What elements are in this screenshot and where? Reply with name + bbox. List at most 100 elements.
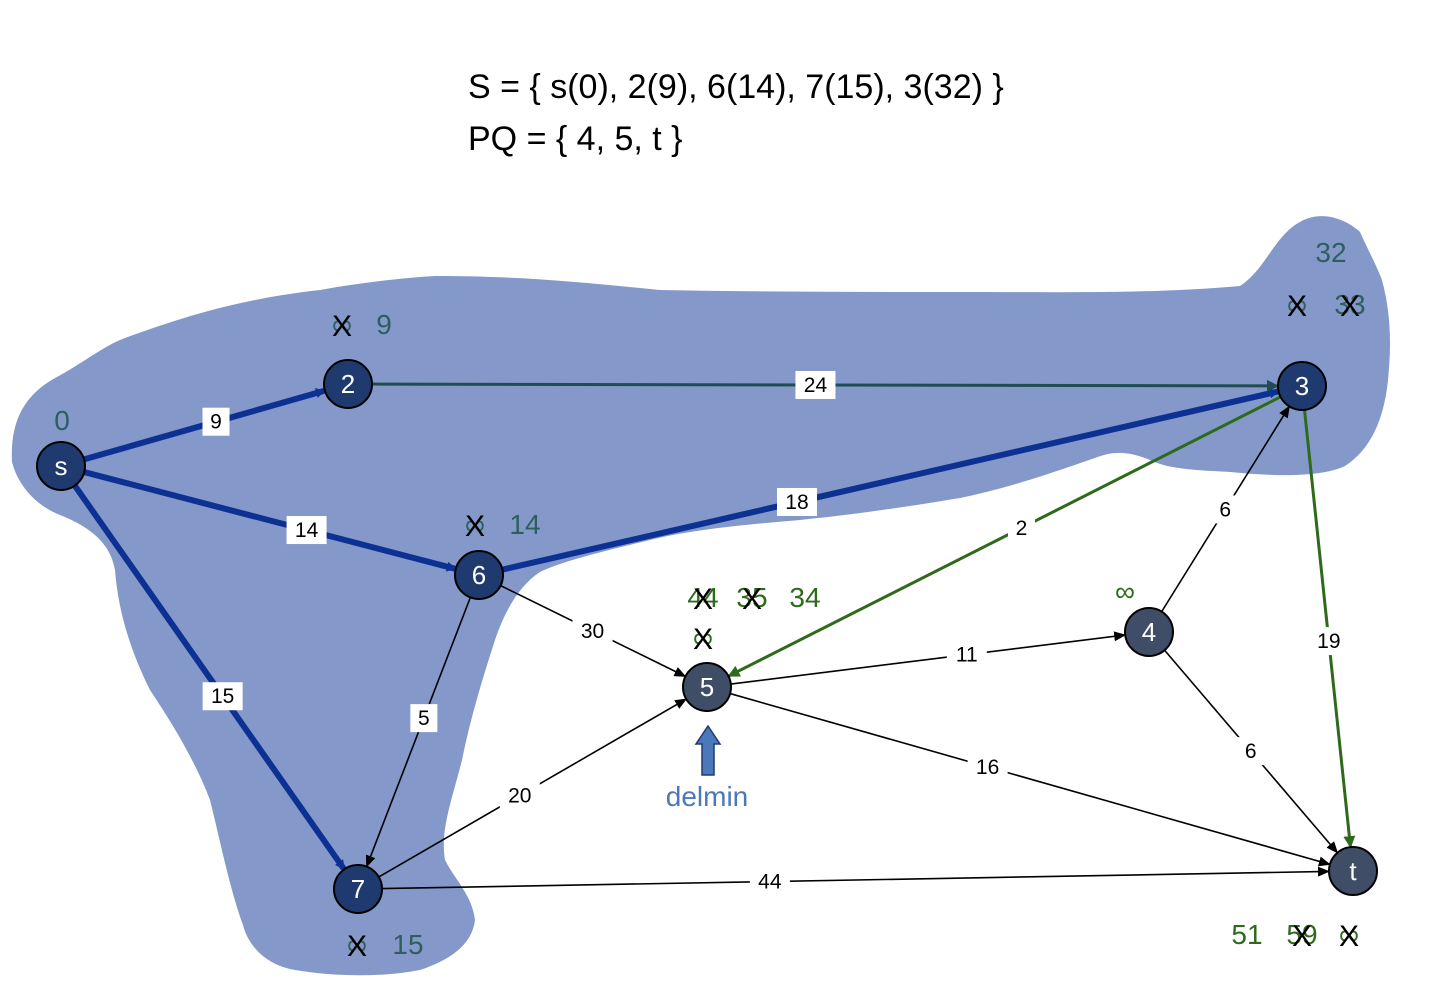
node-circle (1277, 361, 1327, 411)
node-label: s (55, 451, 68, 481)
edge-line (381, 866, 1331, 890)
node-label: 5 (700, 672, 714, 702)
edge-label-bg (410, 704, 438, 733)
edge-weight-label: 9 (210, 411, 222, 434)
current-distance: 15 (392, 929, 423, 960)
edge-3-5: 2 (727, 395, 1282, 678)
delmin-pointer: delmin (666, 724, 748, 812)
edge-line (729, 692, 1331, 867)
pq-line: PQ = { 4, 5, t } (468, 120, 683, 158)
edge-weight-label: 14 (295, 519, 319, 542)
set-line: S = { s(0), 2(9), 6(14), 7(15), 3(32) } (468, 68, 1004, 106)
crossed-distance: ∞ (347, 929, 367, 960)
cross-mark-icon: X (742, 583, 762, 616)
edge-4-3: 6 (1160, 405, 1290, 613)
cross-mark-icon: X (693, 623, 713, 656)
node-t: t (1328, 846, 1378, 896)
cross-mark-icon: X (465, 510, 485, 543)
node-s: s (36, 441, 86, 491)
edge-6-5: 30 (500, 584, 687, 677)
up-arrow-icon (694, 724, 722, 776)
crossed-distance: ∞ (332, 309, 352, 340)
edge-label-bg (795, 370, 836, 399)
edge-label-bg (202, 682, 243, 711)
edge-line (83, 469, 457, 572)
edge-weight-label: 24 (804, 374, 828, 397)
crossed-distance: 44 (687, 582, 718, 613)
edge-s-7: 15 (72, 483, 347, 871)
edge-weight-label: 30 (581, 620, 604, 643)
crossed-distance: ∞ (1287, 289, 1307, 320)
edge-weight-label: 19 (1317, 630, 1340, 653)
edge-label-bg (1007, 513, 1035, 542)
node-7: 7 (333, 864, 383, 914)
edge-weight-label: 6 (1245, 740, 1257, 763)
node-label: 6 (472, 560, 486, 590)
edge-line (727, 395, 1282, 678)
edge-label-bg (202, 407, 230, 436)
node-6: 6 (454, 550, 504, 600)
crossed-distance: 59 (1286, 919, 1317, 950)
node-label: t (1349, 856, 1357, 886)
cross-mark-icon: X (693, 583, 713, 616)
crossed-distance: 35 (736, 582, 767, 613)
node-label: 4 (1142, 617, 1156, 647)
edge-label-bg (1308, 627, 1349, 656)
edge-label-bg (286, 516, 327, 545)
node-circle (1328, 846, 1378, 896)
edge-label-bg (1237, 737, 1265, 766)
distance-t: 51 59X ∞X (1231, 919, 1359, 953)
current-distance: 14 (509, 509, 540, 540)
edge-label-bg (1211, 495, 1239, 524)
node-circle (333, 864, 383, 914)
edge-5-t: 16 (729, 692, 1331, 867)
node-circle (454, 550, 504, 600)
crossed-distance: ∞ (465, 509, 485, 540)
current-distance: 51 (1231, 919, 1262, 950)
edge-label-bg (572, 616, 613, 645)
cross-mark-icon: X (347, 930, 367, 963)
edge-s-2: 9 (83, 387, 326, 463)
edge-line (72, 483, 347, 871)
edge-6-3: 18 (501, 388, 1280, 573)
edge-label-bg (749, 867, 790, 896)
node-circle (323, 359, 373, 409)
cross-mark-icon: X (1339, 920, 1359, 953)
distance-6: ∞X 14 (465, 509, 541, 543)
cross-mark-icon: X (332, 310, 352, 343)
node-label: 7 (351, 874, 365, 904)
cross-mark-icon: X (1287, 290, 1307, 323)
current-distance: 9 (376, 309, 392, 340)
current-distance: 32 (1315, 237, 1346, 268)
edge-weight-label: 18 (785, 491, 808, 514)
crossed-distance: 33 (1334, 289, 1365, 320)
nodes-layer: s 2 3 6 7 5 4 t (36, 359, 1378, 914)
node-3: 3 (1277, 361, 1327, 411)
node-circle (36, 441, 86, 491)
edge-weight-label: 5 (418, 707, 430, 730)
edge-weight-label: 6 (1219, 498, 1231, 521)
cross-mark-icon: X (1340, 290, 1360, 323)
edge-weight-label: 2 (1016, 517, 1028, 540)
edge-label-bg (499, 781, 540, 810)
edge-label-bg (946, 640, 987, 669)
edge-5-4: 11 (730, 631, 1127, 685)
edge-line (730, 631, 1127, 685)
distance-2: ∞X 9 (332, 309, 392, 343)
node-label: 2 (341, 369, 355, 399)
current-distance: ∞ (1115, 576, 1135, 607)
edge-weight-label: 15 (211, 685, 234, 708)
distance-s: 0 (54, 405, 70, 436)
edge-2-3: 24 (371, 370, 1279, 399)
edge-weight-label: 11 (956, 644, 978, 667)
node-2: 2 (323, 359, 373, 409)
delmin-label: delmin (666, 781, 748, 812)
node-label: 3 (1295, 371, 1309, 401)
edge-4-t: 6 (1163, 649, 1339, 854)
node-5: 5 (682, 662, 732, 712)
edge-label-bg (776, 487, 817, 516)
edge-3-t: 19 (1303, 409, 1356, 849)
